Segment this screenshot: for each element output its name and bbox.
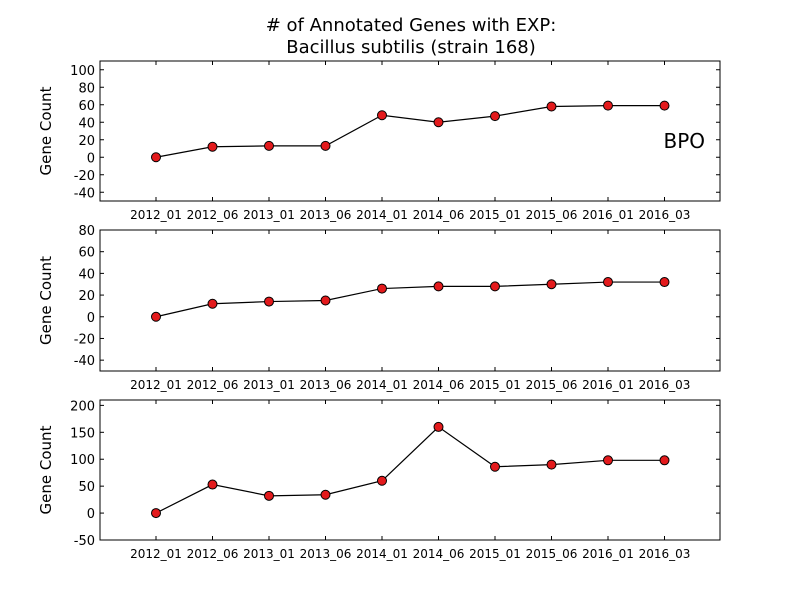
chart-title-line1: # of Annotated Genes with EXP: bbox=[266, 15, 557, 36]
panel-1: -40 -20 0 20 40 60 80 100 2012_01 2012_06 2013_01 2… bbox=[37, 60, 721, 222]
x-tick-label: 2012_06 bbox=[187, 547, 239, 561]
x-tick-label: 2016_03 bbox=[639, 547, 691, 561]
x-tick-label: 2014_06 bbox=[413, 208, 465, 222]
x-tick-label: 2015_06 bbox=[526, 208, 578, 222]
x-tick-label: 2014_06 bbox=[413, 378, 465, 392]
x-tick-label: 2015_01 bbox=[469, 378, 521, 392]
data-point bbox=[151, 508, 161, 519]
series-line bbox=[155, 105, 665, 158]
data-point bbox=[546, 101, 557, 112]
y-axis-label: Gene Count bbox=[37, 256, 55, 345]
data-point bbox=[490, 281, 500, 292]
y-tick-label: 50 bbox=[78, 480, 95, 495]
y-tick-label: 20 bbox=[78, 134, 95, 149]
data-point bbox=[433, 281, 444, 292]
chart-panels: -40 -20 0 20 40 60 80 100 2012_01 2012_06 2013_01 2… bbox=[37, 60, 721, 561]
data-point bbox=[377, 110, 387, 121]
x-tick-label: 2012_01 bbox=[130, 547, 182, 561]
data-point bbox=[377, 475, 387, 486]
x-tick-label: 2016_03 bbox=[639, 208, 691, 222]
data-point bbox=[546, 459, 557, 470]
panel-2: -40 -20 0 20 40 60 80 2012_01 2012_06 2013_01 2013… bbox=[37, 224, 721, 392]
y-tick-label: 20 bbox=[78, 289, 95, 304]
y-tick-label: 100 bbox=[70, 64, 95, 79]
data-point bbox=[433, 421, 444, 432]
data-point bbox=[264, 490, 274, 501]
y-tick-label: 80 bbox=[78, 224, 95, 239]
x-tick-label: 2014_01 bbox=[356, 547, 408, 561]
data-point bbox=[320, 295, 331, 306]
x-tick-label: 2013_06 bbox=[300, 378, 352, 392]
y-axis-label: Gene Count bbox=[37, 86, 55, 175]
y-tick-label: -20 bbox=[74, 169, 95, 184]
x-tick-label: 2014_06 bbox=[413, 547, 465, 561]
x-tick-label: 2016_01 bbox=[582, 208, 634, 222]
y-tick-label: 0 bbox=[87, 507, 95, 522]
panel-label: BPO bbox=[663, 129, 705, 153]
y-tick-label: 40 bbox=[78, 267, 95, 282]
data-point bbox=[490, 461, 500, 472]
y-tick-label: -40 bbox=[74, 186, 95, 201]
x-tick-label: 2012_01 bbox=[130, 378, 182, 392]
y-tick-label: 60 bbox=[78, 99, 95, 114]
y-tick-label: -20 bbox=[74, 332, 95, 347]
data-point bbox=[490, 111, 500, 122]
y-tick-label: 150 bbox=[70, 426, 95, 441]
x-tick-label: 2012_01 bbox=[130, 208, 182, 222]
data-point bbox=[207, 479, 218, 490]
data-point bbox=[264, 296, 274, 307]
series-line bbox=[155, 281, 665, 318]
x-tick-label: 2013_01 bbox=[243, 547, 295, 561]
x-tick-label: 2013_01 bbox=[243, 378, 295, 392]
data-point bbox=[603, 455, 613, 466]
y-tick-label: -50 bbox=[74, 534, 95, 549]
x-tick-label: 2012_06 bbox=[187, 378, 239, 392]
data-point bbox=[433, 117, 444, 128]
plot-frame bbox=[99, 229, 721, 372]
data-point bbox=[659, 100, 670, 111]
x-tick-label: 2014_01 bbox=[356, 208, 408, 222]
data-point bbox=[320, 140, 331, 151]
data-point bbox=[377, 283, 387, 294]
series-line bbox=[155, 426, 665, 514]
x-tick-label: 2016_01 bbox=[582, 547, 634, 561]
x-tick-label: 2015_06 bbox=[526, 547, 578, 561]
data-point bbox=[603, 277, 613, 288]
y-tick-label: 100 bbox=[70, 453, 95, 468]
data-point bbox=[207, 141, 218, 152]
x-tick-label: 2016_03 bbox=[639, 378, 691, 392]
x-tick-label: 2016_01 bbox=[582, 378, 634, 392]
x-tick-label: 2015_06 bbox=[526, 378, 578, 392]
data-point bbox=[264, 140, 274, 151]
x-tick-label: 2012_06 bbox=[187, 208, 239, 222]
data-point bbox=[151, 152, 161, 163]
data-point bbox=[151, 311, 161, 322]
chart-title-line2: Bacillus subtilis (strain 168) bbox=[286, 37, 536, 58]
x-tick-label: 2013_06 bbox=[300, 208, 352, 222]
y-tick-label: -40 bbox=[74, 354, 95, 369]
x-tick-label: 2013_01 bbox=[243, 208, 295, 222]
y-tick-label: 0 bbox=[87, 151, 95, 166]
y-tick-label: 0 bbox=[87, 311, 95, 326]
x-tick-label: 2015_01 bbox=[469, 208, 521, 222]
panel-3: -50 0 50 100 150 200 2012_01 2012_06 2013_01 2013… bbox=[37, 399, 721, 561]
y-tick-label: 40 bbox=[78, 116, 95, 131]
x-tick-label: 2013_06 bbox=[300, 547, 352, 561]
y-tick-label: 60 bbox=[78, 246, 95, 261]
data-point bbox=[320, 489, 331, 500]
y-tick-label: 80 bbox=[78, 81, 95, 96]
plot-frame bbox=[99, 399, 721, 541]
data-point bbox=[207, 298, 218, 309]
y-axis-label: Gene Count bbox=[37, 425, 55, 514]
x-tick-label: 2015_01 bbox=[469, 547, 521, 561]
data-point bbox=[659, 455, 670, 466]
plot-frame bbox=[99, 60, 721, 202]
x-tick-label: 2014_01 bbox=[356, 378, 408, 392]
data-point bbox=[659, 277, 670, 288]
y-tick-label: 200 bbox=[70, 399, 95, 414]
data-point bbox=[603, 100, 613, 111]
data-point bbox=[546, 279, 557, 290]
